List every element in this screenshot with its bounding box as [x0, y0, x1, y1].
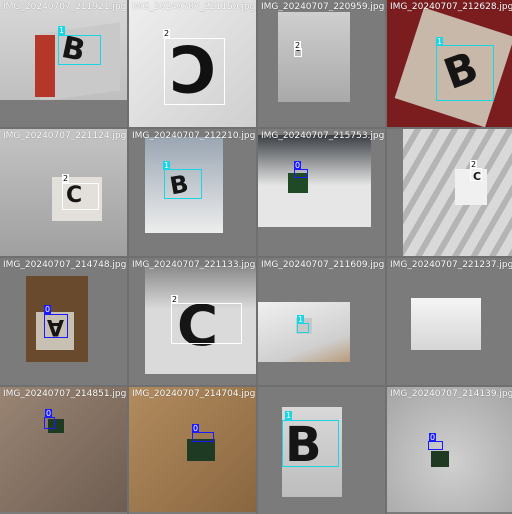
- mosaic-tile: IMG_20240707_220959.jpg c 2: [258, 0, 385, 127]
- mosaic-tile: IMG_20240707_212628.jpg B 1: [387, 0, 512, 127]
- photo: [403, 129, 512, 256]
- detection-box: [164, 38, 225, 105]
- file-name-label: IMG_20240707_212210.jpg: [132, 131, 256, 141]
- mosaic-tile: IMG_20240707_215753.jpg 0: [258, 129, 385, 256]
- detection-class-tag: 0: [44, 305, 52, 314]
- detection-box: [428, 441, 443, 450]
- mosaic-tile: IMG_20240707_214851.jpg 0: [0, 387, 127, 514]
- file-name-label: IMG_20240707_211609.jpg: [261, 260, 385, 270]
- photo: [258, 135, 371, 227]
- detection-class-tag: 0: [429, 433, 437, 442]
- mosaic-tile: IMG_20240707_221124.jpg C 2: [0, 129, 127, 256]
- mosaic-tile: IMG_20240707_212210.jpg B 1: [129, 129, 256, 256]
- detection-box: [44, 417, 55, 429]
- detection-class-tag: 0: [294, 161, 302, 170]
- photo: [387, 0, 512, 127]
- photo: [278, 12, 350, 102]
- detection-class-tag: 1: [163, 161, 171, 170]
- file-name-label: IMG_20240707_221133.jpg: [132, 260, 256, 270]
- detection-box: [294, 169, 308, 178]
- detection-box: [297, 323, 309, 333]
- photo: [387, 387, 512, 512]
- file-name-label: IMG_20240707_214851.jpg: [3, 389, 127, 399]
- mosaic-tile: IMG_20240707_211609.jpg 1: [258, 258, 385, 385]
- detection-class-tag: 2: [470, 160, 478, 169]
- block-letter: C: [177, 294, 219, 359]
- detection-box: [44, 314, 68, 338]
- detection-box: [192, 432, 214, 442]
- photo: [145, 266, 256, 374]
- detection-class-tag: 0: [192, 424, 200, 433]
- file-name-label: IMG_20240707_221150.jpg: [132, 2, 256, 12]
- file-name-label: IMG_20240707_214704.jpg: [132, 389, 256, 399]
- detection-class-tag: 1: [58, 26, 66, 35]
- mosaic-tile: IMG_20240707_211921.jpg B 1: [0, 0, 127, 127]
- photo: [0, 387, 127, 512]
- detection-box: [164, 169, 202, 199]
- photo: [411, 298, 481, 350]
- detection-box: [436, 45, 494, 101]
- photo: [0, 129, 127, 256]
- mosaic-tile: IMG_20240707_221133.jpg C 2: [129, 258, 256, 385]
- mosaic-tile: IMG_20240707_221237.jpg: [387, 258, 512, 385]
- mosaic-tile: C 2: [387, 129, 512, 256]
- mosaic-tile: IMG_20240707_214748.jpg A 0: [0, 258, 127, 385]
- detection-class-tag: 2: [163, 29, 171, 38]
- photo: [129, 387, 256, 512]
- block-letter: C: [66, 183, 83, 208]
- detection-box: [171, 303, 242, 344]
- photo: [0, 0, 127, 100]
- file-name-label: IMG_20240707_214139.jpg: [390, 389, 512, 399]
- detection-class-tag: 2: [294, 41, 302, 50]
- block-letter: B: [285, 417, 322, 473]
- detection-box: [62, 183, 99, 210]
- file-name-label: IMG_20240707_211921.jpg: [3, 2, 127, 12]
- file-name-label: IMG_20240707_212628.jpg: [390, 2, 512, 12]
- detection-class-tag: 0: [45, 409, 53, 418]
- block-letter: C: [473, 170, 482, 183]
- detection-class-tag: 1: [297, 315, 305, 324]
- file-name-label: IMG_20240707_221237.jpg: [390, 260, 512, 270]
- mosaic-tile: IMG_20240707_214704.jpg 0: [129, 387, 256, 514]
- mosaic-tile: IMG_20240707_214139.jpg 0: [387, 387, 512, 514]
- mosaic-tile: B 1: [258, 387, 385, 514]
- file-name-label: IMG_20240707_214748.jpg: [3, 260, 127, 270]
- detection-box: [58, 35, 101, 65]
- detection-class-tag: 1: [436, 37, 444, 46]
- photo: [129, 0, 256, 127]
- detection-class-tag: 2: [171, 295, 179, 304]
- detection-class-tag: 1: [285, 411, 293, 420]
- photo: [282, 407, 342, 497]
- mosaic-tile: IMG_20240707_221150.jpg C 2: [129, 0, 256, 127]
- detection-box: [470, 168, 482, 181]
- photo: [145, 137, 223, 233]
- detection-class-tag: 2: [62, 174, 70, 183]
- file-name-label: IMG_20240707_220959.jpg: [261, 2, 385, 12]
- detection-box: [282, 420, 339, 467]
- file-name-label: IMG_20240707_221124.jpg: [3, 131, 127, 141]
- file-name-label: IMG_20240707_215753.jpg: [261, 131, 385, 141]
